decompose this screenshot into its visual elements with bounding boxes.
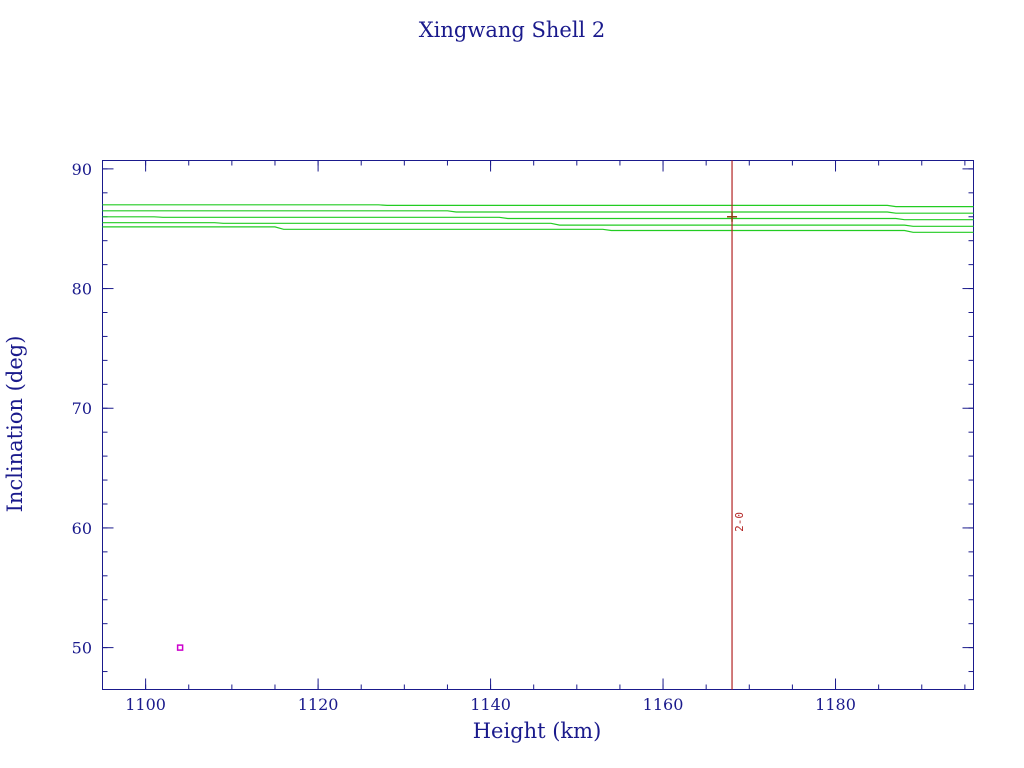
series-line-1 [102,204,974,208]
vertical-line-annotation: 2-0 [733,512,746,532]
series-line-5 [102,226,974,233]
y-tick-label: 70 [72,399,92,418]
x-axis-label: Height (km) [473,719,602,743]
y-axis-label: Inclination (deg) [3,336,27,513]
marks-layer: 2-0 [176,160,746,690]
y-tick-label: 80 [72,280,92,299]
square-marker [176,644,184,651]
plus-marker [727,211,738,222]
series-layer [102,204,974,233]
series-line-3 [102,216,974,221]
series-line-2 [102,210,974,214]
y-tick-label: 90 [72,160,92,179]
x-tick-label: 1120 [298,695,339,714]
plot-frame [102,160,974,690]
x-tick-label: 1160 [643,695,684,714]
y-tick-label: 50 [72,639,92,658]
chart-title: Xingwang Shell 2 [419,18,606,42]
axis-ticks: 1100 1120 1140 1160 1180 50 60 70 80 90 [72,160,974,714]
series-line-4 [102,222,974,227]
x-tick-label: 1180 [815,695,856,714]
x-tick-label: 1100 [125,695,166,714]
y-tick-label: 60 [72,519,92,538]
x-tick-label: 1140 [470,695,511,714]
